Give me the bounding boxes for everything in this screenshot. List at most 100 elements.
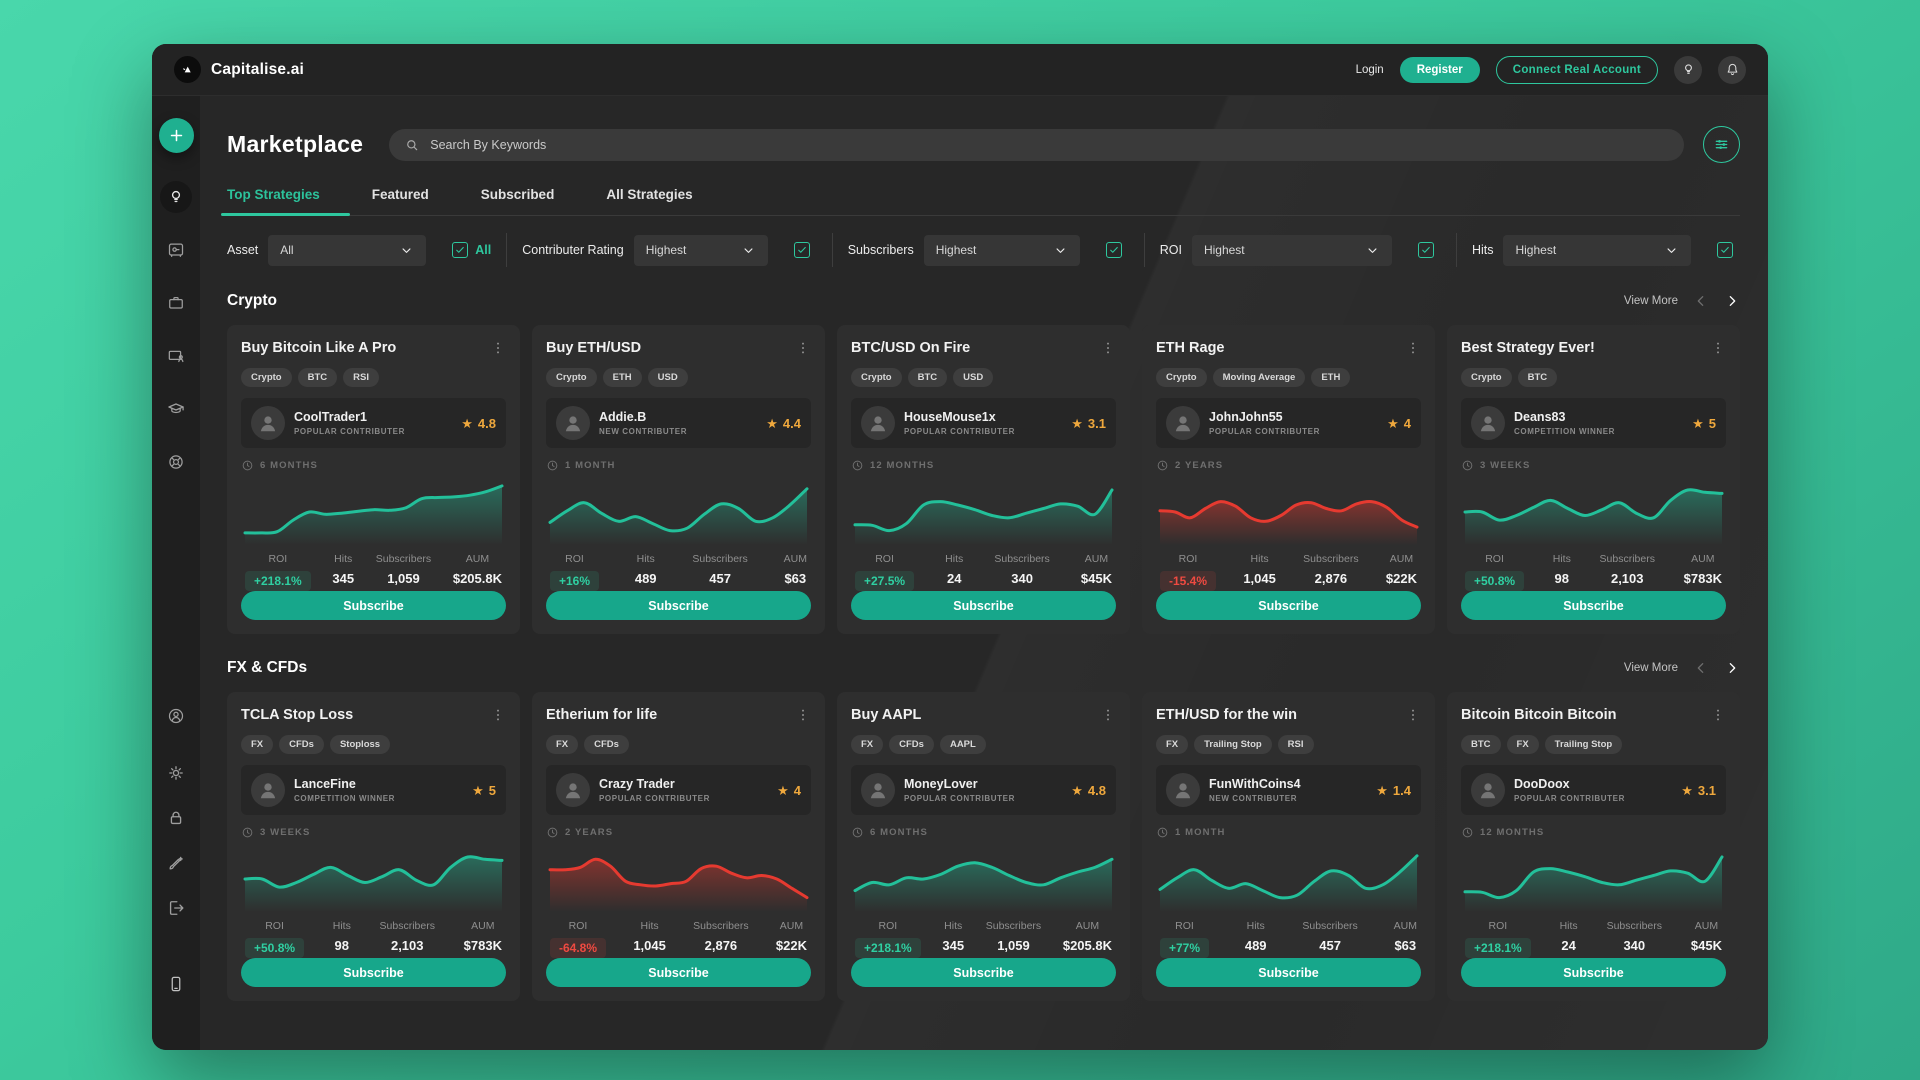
connect-real-account-button[interactable]: Connect Real Account bbox=[1495, 55, 1658, 84]
contributor-panel[interactable]: DooDoox POPULAR CONTRIBUTER ★ 3.1 bbox=[1461, 765, 1726, 815]
stat-label: AUM bbox=[1691, 553, 1715, 565]
stat-label: Subscribers bbox=[1606, 920, 1663, 932]
strategy-title: ETH/USD for the win bbox=[1156, 707, 1297, 723]
tab-all-strategies[interactable]: All Strategies bbox=[606, 187, 692, 215]
section-title: FX & CFDs bbox=[227, 659, 308, 676]
contributor-panel[interactable]: CoolTrader1 POPULAR CONTRIBUTER ★ 4.8 bbox=[241, 398, 506, 448]
add-button[interactable] bbox=[158, 118, 194, 153]
stat: ROI +77% bbox=[1160, 920, 1210, 958]
tag-list: FX CFDs AAPL bbox=[851, 735, 1116, 754]
card-menu-button[interactable] bbox=[490, 340, 506, 359]
contributor-panel[interactable]: HouseMouse1x POPULAR CONTRIBUTER ★ 3.1 bbox=[851, 398, 1116, 448]
stat-value: $205.8K bbox=[452, 571, 502, 586]
sidebar-signout-icon[interactable] bbox=[160, 892, 192, 924]
card-menu-button[interactable] bbox=[1100, 707, 1116, 726]
subscribe-button[interactable]: Subscribe bbox=[1461, 958, 1726, 987]
view-more-link[interactable]: View More bbox=[1623, 662, 1678, 674]
search-bar[interactable] bbox=[389, 128, 1684, 161]
contributor-panel[interactable]: Crazy Trader POPULAR CONTRIBUTER ★ 4 bbox=[546, 765, 811, 815]
filter-dropdown[interactable]: Highest bbox=[1503, 234, 1691, 266]
subscribe-button[interactable]: Subscribe bbox=[241, 591, 506, 620]
subscribe-button[interactable]: Subscribe bbox=[1156, 958, 1421, 987]
sidebar-bottom-nav bbox=[160, 700, 192, 924]
subscribe-button[interactable]: Subscribe bbox=[851, 591, 1116, 620]
card-menu-button[interactable] bbox=[1710, 340, 1726, 359]
contributor-badge: POPULAR CONTRIBUTER bbox=[1209, 427, 1320, 436]
kebab-icon bbox=[1405, 340, 1421, 356]
sidebar-lifering-icon[interactable] bbox=[160, 446, 192, 478]
contributor-panel[interactable]: JohnJohn55 POPULAR CONTRIBUTER ★ 4 bbox=[1156, 398, 1421, 448]
sidebar-briefcase-icon[interactable] bbox=[160, 287, 192, 319]
filter-dropdown[interactable]: Highest bbox=[1191, 234, 1392, 266]
stat-label: ROI bbox=[268, 553, 288, 565]
sidebar-bulb-icon[interactable] bbox=[160, 181, 192, 213]
sidebar-brush-icon[interactable] bbox=[160, 847, 192, 879]
view-more-link[interactable]: View More bbox=[1623, 295, 1678, 307]
register-button[interactable]: Register bbox=[1399, 56, 1480, 83]
tag: FX bbox=[1156, 735, 1189, 754]
subscribe-button[interactable]: Subscribe bbox=[851, 958, 1116, 987]
subscribe-button[interactable]: Subscribe bbox=[546, 958, 811, 987]
filter-dropdown[interactable]: Highest bbox=[923, 234, 1080, 266]
filter-checkbox[interactable] bbox=[1417, 242, 1441, 258]
carousel-next-button[interactable] bbox=[1724, 660, 1740, 676]
sidebar-gradcap-icon[interactable] bbox=[160, 393, 192, 425]
filter-checkbox[interactable] bbox=[1105, 242, 1129, 258]
filter-dropdown[interactable]: All bbox=[268, 234, 427, 266]
contributor-panel[interactable]: FunWithCoins4 NEW CONTRIBUTER ★ 1.4 bbox=[1156, 765, 1421, 815]
card-menu-button[interactable] bbox=[1710, 707, 1726, 726]
card-menu-button[interactable] bbox=[795, 707, 811, 726]
carousel-prev-button[interactable] bbox=[1693, 293, 1709, 309]
person-icon bbox=[1475, 777, 1501, 803]
contributor-panel[interactable]: LanceFine COMPETITION WINNER ★ 5 bbox=[241, 765, 506, 815]
filter-checkbox[interactable] bbox=[1717, 242, 1740, 258]
tab-label: All Strategies bbox=[606, 187, 693, 202]
card-menu-button[interactable] bbox=[1100, 340, 1116, 359]
contributor-badge: COMPETITION WINNER bbox=[1514, 427, 1616, 436]
tag: CFDs bbox=[279, 735, 324, 754]
stat-label: ROI bbox=[265, 920, 284, 932]
filter-checkbox[interactable]: All bbox=[452, 242, 491, 258]
tab-top-strategies[interactable]: Top Strategies bbox=[221, 187, 350, 216]
stat-value: +218.1% bbox=[1465, 938, 1531, 958]
kebab-icon bbox=[490, 340, 506, 356]
search-input[interactable] bbox=[430, 137, 1669, 152]
sidebar-lock-icon[interactable] bbox=[160, 802, 192, 834]
card-menu-button[interactable] bbox=[490, 707, 506, 726]
filter-checkbox[interactable] bbox=[793, 242, 817, 258]
tips-button[interactable] bbox=[1674, 55, 1702, 84]
contributor-panel[interactable]: Deans83 COMPETITION WINNER ★ 5 bbox=[1461, 398, 1726, 448]
tag: Trailing Stop bbox=[1194, 735, 1272, 754]
contributor-panel[interactable]: MoneyLover POPULAR CONTRIBUTER ★ 4.8 bbox=[851, 765, 1116, 815]
tag: AAPL bbox=[939, 735, 986, 754]
stat-value: $45K bbox=[1080, 571, 1112, 586]
tab-subscribed[interactable]: Subscribed bbox=[481, 187, 555, 215]
filter-dropdown[interactable]: Highest bbox=[633, 234, 768, 266]
contributor-badge: POPULAR CONTRIBUTER bbox=[1514, 794, 1625, 803]
login-link[interactable]: Login bbox=[1355, 63, 1384, 76]
check-icon bbox=[454, 244, 466, 256]
sidebar-screencast-icon[interactable] bbox=[160, 340, 192, 372]
stats-row: ROI -64.8% Hits 1,045 Subscribers 2,876 … bbox=[546, 920, 811, 958]
carousel-prev-button[interactable] bbox=[1693, 660, 1709, 676]
subscribe-button[interactable]: Subscribe bbox=[546, 591, 811, 620]
sidebar-gear-icon[interactable] bbox=[160, 757, 192, 789]
carousel-next-button[interactable] bbox=[1724, 293, 1740, 309]
notifications-button[interactable] bbox=[1718, 55, 1746, 84]
card-menu-button[interactable] bbox=[795, 340, 811, 359]
card-menu-button[interactable] bbox=[1405, 340, 1421, 359]
sidebar-phone-icon[interactable] bbox=[160, 968, 192, 1000]
tab-featured[interactable]: Featured bbox=[372, 187, 429, 215]
card-menu-button[interactable] bbox=[1405, 707, 1421, 726]
stat-value: 2,876 bbox=[1314, 571, 1348, 586]
subscribe-button[interactable]: Subscribe bbox=[1156, 591, 1421, 620]
time-period-label: 6 MONTHS bbox=[260, 460, 318, 471]
sidebar bbox=[152, 96, 200, 1050]
filter-settings-button[interactable] bbox=[1703, 126, 1740, 163]
subscribe-button[interactable]: Subscribe bbox=[1461, 591, 1726, 620]
sidebar-vault-icon[interactable] bbox=[160, 234, 192, 266]
subscribe-button[interactable]: Subscribe bbox=[241, 958, 506, 987]
contributor-panel[interactable]: Addie.B NEW CONTRIBUTER ★ 4.4 bbox=[546, 398, 811, 448]
sidebar-user-icon[interactable] bbox=[160, 700, 192, 732]
avatar bbox=[556, 773, 590, 807]
